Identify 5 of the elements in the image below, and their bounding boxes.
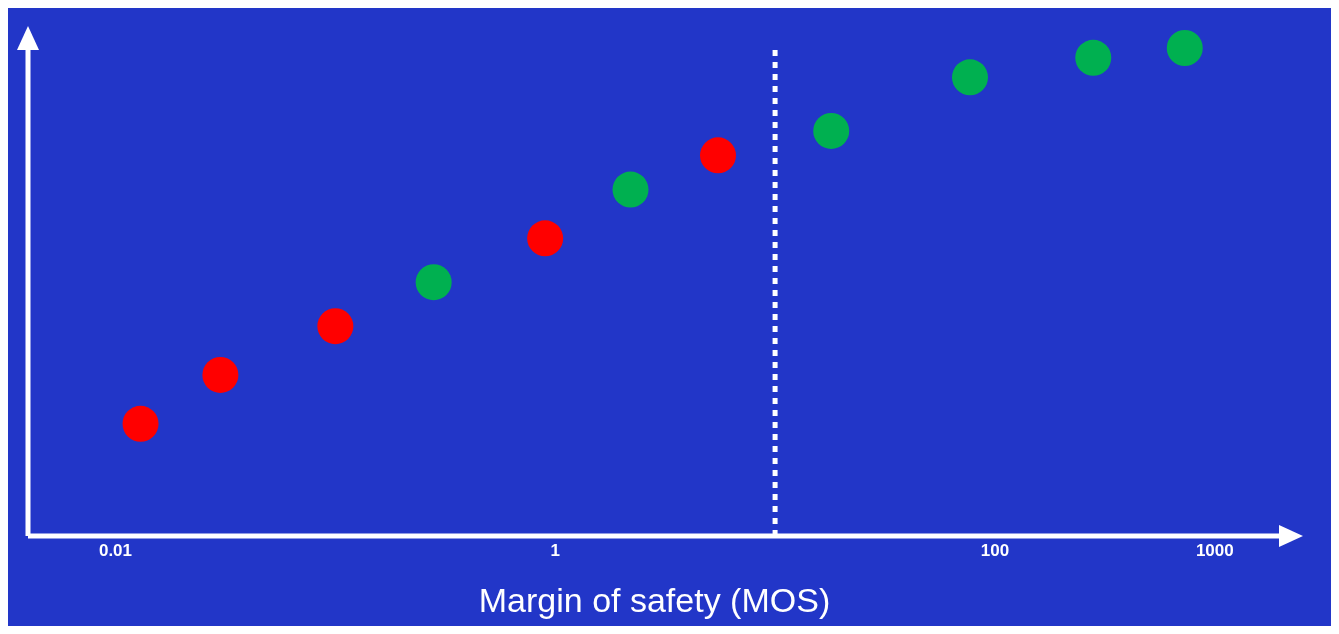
x-tick-label: 1000 xyxy=(1195,541,1234,561)
x-axis-title: Margin of safety (MOS) xyxy=(478,581,831,619)
x-tick-label: 100 xyxy=(980,541,1010,561)
x-tick-label: 1 xyxy=(550,541,560,561)
x-tick-label: 0.01 xyxy=(98,541,133,561)
